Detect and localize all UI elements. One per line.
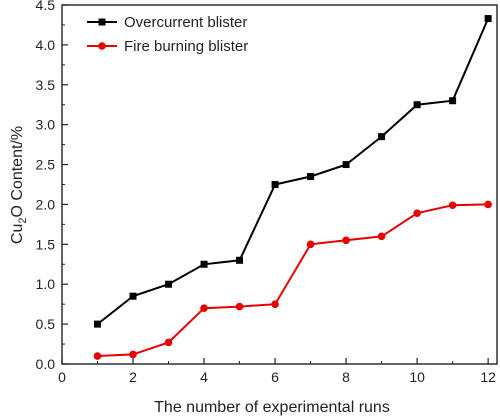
data-point <box>342 236 350 245</box>
x-tick-label: 6 <box>271 369 279 385</box>
x-tick-label: 4 <box>200 369 208 385</box>
data-point <box>484 15 492 23</box>
axes: 0.0 0.5 1.0 1.5 2.0 2.5 3.0 3.5 4.0 4.5 0 2 4 6 8 10 12 <box>36 0 498 385</box>
x-tick-label: 10 <box>409 369 425 385</box>
y-tick-label: 0.5 <box>36 316 56 332</box>
series-line <box>96 18 490 325</box>
x-tick-label: 2 <box>129 369 137 385</box>
data-point <box>449 97 457 105</box>
data-point <box>94 320 102 328</box>
data-point <box>413 101 421 109</box>
data-point <box>164 338 173 347</box>
data-point <box>448 201 457 210</box>
y-axis-title: Cu2O Content/% <box>9 126 29 244</box>
data-point <box>307 173 315 181</box>
series-2 <box>93 200 492 360</box>
series-line <box>97 203 489 357</box>
x-tick-label: 8 <box>342 369 350 385</box>
legend-item: Fire burning blister <box>87 38 248 55</box>
data-point <box>129 292 137 300</box>
x-tick-label: 0 <box>58 369 66 385</box>
data-point <box>165 280 173 288</box>
y-tick-label: 1.0 <box>36 276 56 292</box>
series-1 <box>94 15 492 328</box>
y-tick-label: 3.0 <box>36 117 56 133</box>
data-point <box>271 300 279 308</box>
y-tick-label: 3.5 <box>36 77 56 93</box>
y-tick-label: 4.0 <box>36 37 56 53</box>
data-point <box>484 200 492 209</box>
y-tick-label: 1.5 <box>36 236 56 252</box>
data-point <box>306 240 315 249</box>
legend-label: Overcurrent blister <box>124 14 247 31</box>
data-point <box>200 260 208 268</box>
data-point <box>236 256 244 264</box>
y-tick-label: 0.0 <box>36 356 56 372</box>
legend-marker <box>98 42 106 50</box>
y-tick-label: 2.0 <box>36 196 56 212</box>
legend-marker <box>98 18 106 26</box>
data-point <box>271 181 279 188</box>
legend-label: Fire burning blister <box>124 38 248 55</box>
legend-item: Overcurrent blister <box>87 14 247 31</box>
data-point <box>93 352 102 360</box>
series-layer <box>93 15 492 360</box>
x-tick-label: 12 <box>480 369 496 385</box>
data-point <box>235 302 244 311</box>
x-axis-title: The number of experimental runs <box>154 399 390 416</box>
data-point <box>342 161 350 169</box>
data-point <box>377 232 386 241</box>
data-point <box>129 350 137 359</box>
data-point <box>378 133 386 141</box>
legend: Overcurrent blister Fire burning blister <box>87 14 248 55</box>
data-point <box>413 209 421 218</box>
y-tick-label: 4.5 <box>36 0 56 13</box>
data-point <box>200 304 208 312</box>
y-tick-label: 2.5 <box>36 157 56 173</box>
